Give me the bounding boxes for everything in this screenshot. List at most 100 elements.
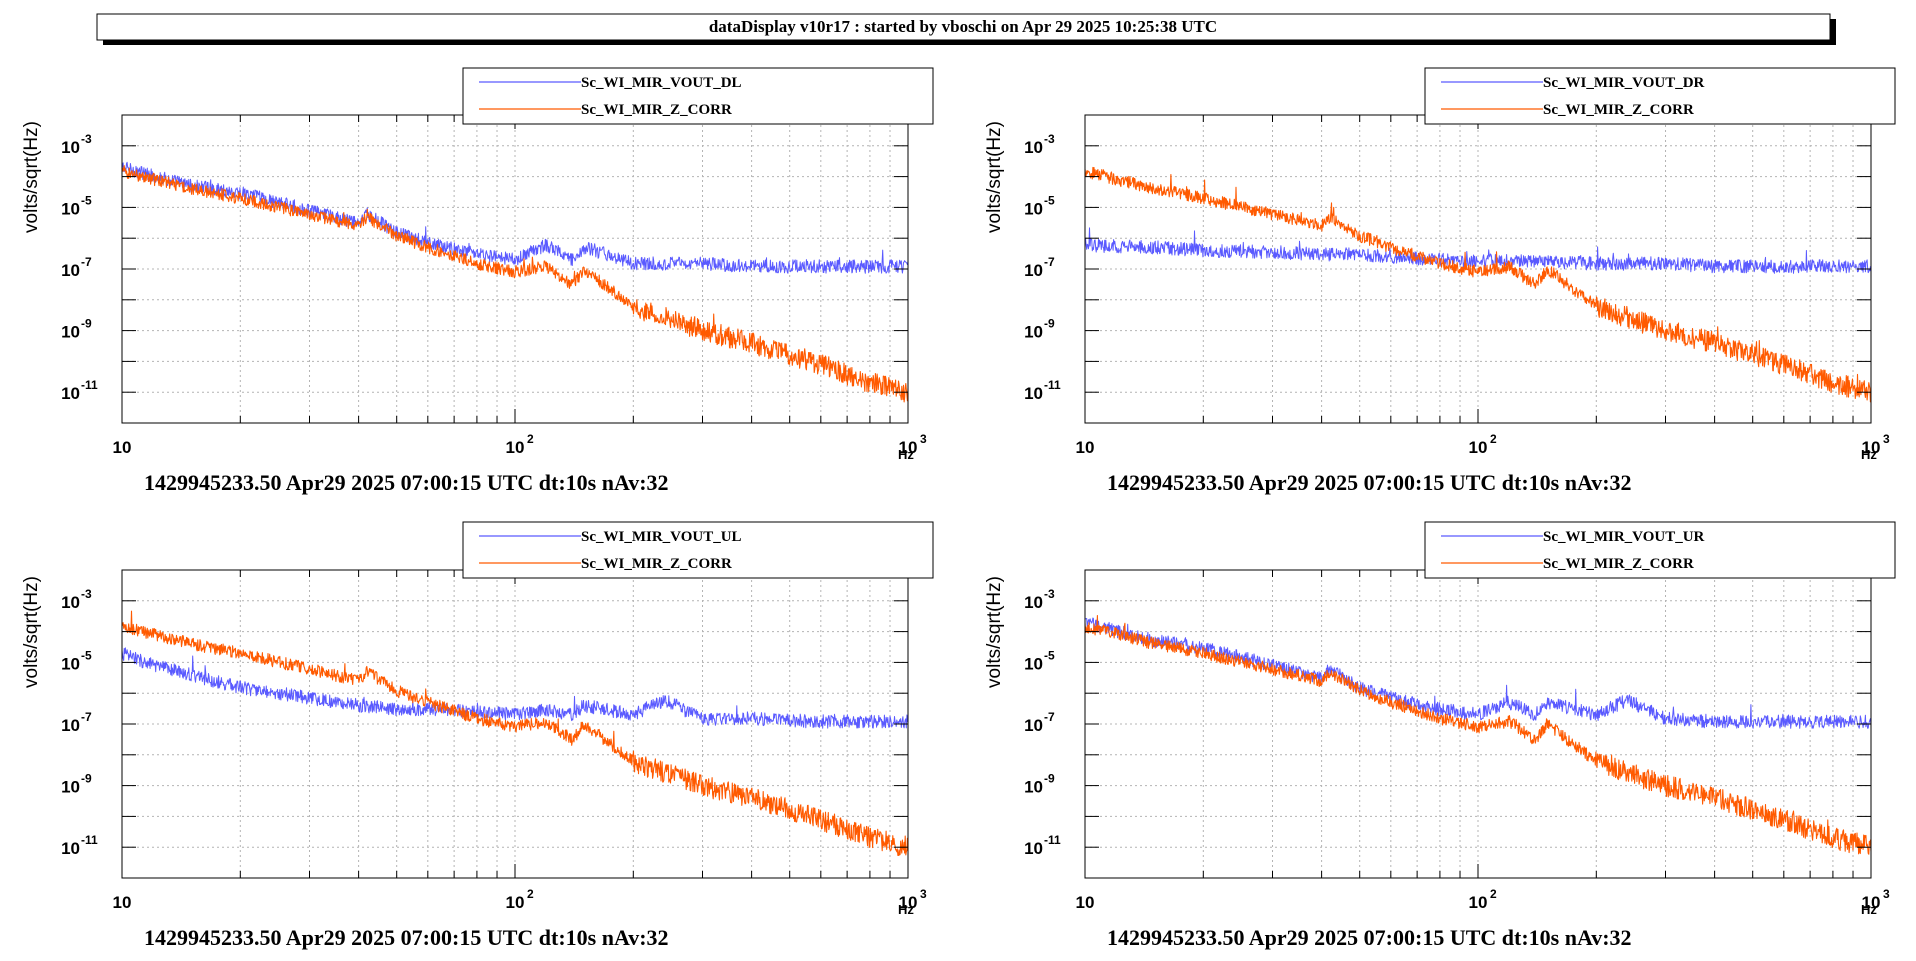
x-tick-label: 10 [506,893,525,912]
plot-area [122,161,908,403]
y-axis-label: volts/sqrt(Hz) [21,576,42,688]
y-tick-exponent: -7 [81,255,92,269]
series-line-2 [122,165,908,403]
y-tick-label: 10 [61,654,80,673]
y-tick-label: 10 [61,323,80,342]
y-tick-label: 10 [61,778,80,797]
x-tick-exponent: 2 [527,432,534,446]
x-unit-label: Hz [1861,447,1877,462]
y-tick-exponent: -9 [1044,772,1055,786]
y-tick-label: 10 [61,384,80,403]
x-ticks [121,115,909,423]
x-tick-exponent: 2 [1490,887,1497,901]
plot-area [1085,614,1871,855]
y-ticks [122,114,908,424]
legend-box [462,521,934,579]
series-line-1 [1085,227,1871,274]
y-tick-exponent: -5 [81,193,92,207]
legend-label: Sc_WI_MIR_Z_CORR [1543,556,1694,572]
panel-footer: 1429945233.50 Apr29 2025 07:00:15 UTC dt… [1107,925,1632,950]
y-tick-exponent: -3 [81,587,92,601]
y-tick-label: 10 [1024,839,1043,858]
y-tick-exponent: -9 [81,772,92,786]
y-tick-exponent: -5 [1044,648,1055,662]
x-tick-exponent: 3 [920,887,927,901]
y-tick-exponent: -3 [1044,132,1055,146]
legend-label: Sc_WI_MIR_Z_CORR [1543,102,1694,118]
x-tick-exponent: 2 [1490,432,1497,446]
panel-footer: 1429945233.50 Apr29 2025 07:00:15 UTC dt… [144,925,669,950]
y-tick-label: 10 [61,716,80,735]
x-unit-label: Hz [898,902,914,917]
legend-label: Sc_WI_MIR_VOUT_UR [1543,529,1705,545]
y-tick-label: 10 [1024,138,1043,157]
y-tick-label: 10 [1024,261,1043,280]
legend: Sc_WI_MIR_VOUT_DR Sc_WI_MIR_Z_CORR [1424,67,1896,125]
legend-label: Sc_WI_MIR_Z_CORR [581,102,732,118]
y-tick-exponent: -9 [1044,317,1055,331]
x-tick-label: 10 [1862,438,1881,457]
y-tick-exponent: -11 [81,378,98,392]
legend: Sc_WI_MIR_VOUT_UL Sc_WI_MIR_Z_CORR [462,521,934,579]
x-tick-exponent: 3 [1883,887,1890,901]
y-tick-exponent: -3 [81,132,92,146]
y-axis-label: volts/sqrt(Hz) [21,121,42,233]
y-tick-exponent: -7 [1044,710,1055,724]
x-tick-exponent: 3 [1883,432,1890,446]
plot-area [1085,166,1871,403]
legend-label: Sc_WI_MIR_VOUT_UL [581,529,742,545]
y-tick-exponent: -11 [81,833,98,847]
y-tick-label: 10 [1024,323,1043,342]
grid [122,569,909,879]
legend-box [1424,521,1896,579]
y-tick-exponent: -7 [81,710,92,724]
y-tick-label: 10 [1024,716,1043,735]
legend-label: Sc_WI_MIR_Z_CORR [581,556,732,572]
x-tick-label: 10 [113,893,132,912]
y-tick-label: 10 [61,593,80,612]
legend-box [1424,67,1896,125]
x-tick-label: 10 [899,893,918,912]
y-tick-exponent: -3 [1044,587,1055,601]
y-tick-label: 10 [1024,199,1043,218]
y-ticks [1085,114,1871,424]
legend-label: Sc_WI_MIR_VOUT_DL [581,75,742,91]
y-tick-label: 10 [61,839,80,858]
y-tick-label: 10 [1024,384,1043,403]
x-tick-label: 10 [899,438,918,457]
x-tick-exponent: 3 [920,432,927,446]
x-tick-label: 10 [1469,438,1488,457]
legend: Sc_WI_MIR_VOUT_UR Sc_WI_MIR_Z_CORR [1424,521,1896,579]
x-tick-label: 10 [1469,893,1488,912]
y-tick-exponent: -5 [1044,193,1055,207]
y-axis-label: volts/sqrt(Hz) [984,576,1005,688]
panel-footer: 1429945233.50 Apr29 2025 07:00:15 UTC dt… [144,470,669,495]
y-tick-label: 10 [1024,778,1043,797]
legend-label: Sc_WI_MIR_VOUT_DR [1543,75,1705,91]
x-tick-label: 10 [1076,893,1095,912]
header: dataDisplay v10r17 : started by vboschi … [96,13,1836,45]
y-tick-label: 10 [1024,593,1043,612]
series-line-1 [1085,617,1871,729]
y-tick-exponent: -11 [1044,833,1061,847]
x-tick-label: 10 [506,438,525,457]
legend: Sc_WI_MIR_VOUT_DL Sc_WI_MIR_Z_CORR [462,67,934,125]
y-tick-exponent: -11 [1044,378,1061,392]
panel-footer: 1429945233.50 Apr29 2025 07:00:15 UTC dt… [1107,470,1632,495]
legend-box [462,67,934,125]
x-unit-label: Hz [1861,902,1877,917]
x-unit-label: Hz [898,447,914,462]
y-axis-label: volts/sqrt(Hz) [984,121,1005,233]
y-tick-exponent: -9 [81,317,92,331]
series-line-2 [1085,614,1871,855]
header-title: dataDisplay v10r17 : started by vboschi … [709,17,1217,36]
x-tick-label: 10 [1862,893,1881,912]
y-tick-exponent: -5 [81,648,92,662]
y-tick-exponent: -7 [1044,255,1055,269]
series-line-2 [1085,166,1871,403]
